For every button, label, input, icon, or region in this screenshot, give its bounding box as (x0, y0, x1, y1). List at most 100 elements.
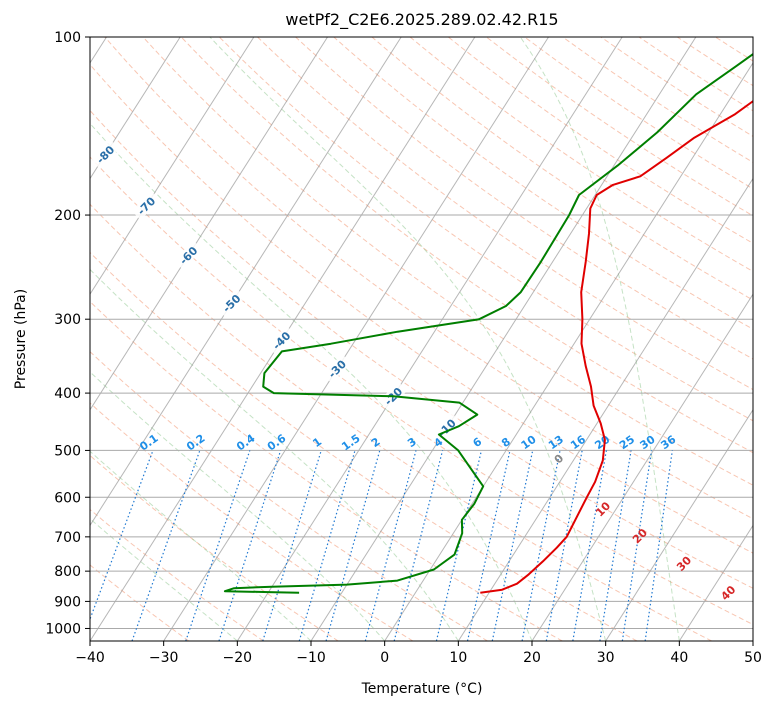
dry-adiabat (90, 63, 753, 554)
dry-adiabat (409, 37, 753, 273)
moist-adiabat-label: 40 (718, 583, 738, 603)
mixing-ratio-line (521, 450, 561, 641)
mixing-ratio-line (393, 450, 444, 641)
dry-adiabat (90, 156, 753, 626)
mixing-ratio-label: 6 (471, 435, 485, 450)
dry-adiabat (638, 37, 753, 112)
isotherm (90, 37, 328, 411)
moist-adiabat (209, 37, 607, 641)
y-axis-label: Pressure (hPa) (13, 289, 29, 389)
isotherm (531, 293, 753, 641)
mixing-ratio-line (364, 450, 417, 641)
mixing-ratio-label: 30 (638, 433, 658, 453)
dry-adiabat (295, 37, 753, 360)
dry-adiabat (218, 37, 753, 422)
mixing-ratio-line (644, 450, 673, 641)
y-tick-label: 600 (54, 490, 81, 506)
plot-frame (89, 36, 754, 642)
x-tick-label: −20 (223, 650, 253, 666)
dry-adiabat (754, 37, 775, 641)
y-tick-label: 1000 (45, 621, 81, 637)
isotherm (236, 37, 623, 641)
y-tick-label: 900 (54, 594, 81, 610)
y-tick-label: 200 (54, 208, 81, 224)
mixing-ratio-label: 2 (369, 435, 383, 450)
mixing-ratio-line (621, 450, 653, 641)
y-tick-label: 100 (54, 30, 81, 46)
moist-adiabat (519, 37, 680, 641)
dry-adiabat (90, 251, 638, 641)
mixing-ratio-line (491, 450, 534, 641)
x-tick-label: 40 (670, 650, 688, 666)
moist-adiabat (90, 450, 312, 641)
mixing-ratio-line (218, 450, 282, 641)
moist-adiabat (90, 518, 238, 641)
isotherm-label-bg (90, 139, 120, 169)
isotherm (457, 177, 753, 641)
isotherm (752, 640, 753, 641)
dry-adiabat (486, 37, 753, 217)
dry-adiabat (90, 203, 712, 641)
y-tick-label: 800 (54, 564, 81, 580)
line-labels: 0.1 0.2 0.4 0.6 1 1.5 2 3 4 6 8 10 13 16 20 25 30 36-100-… (8, 37, 739, 603)
dry-adiabat (371, 37, 753, 301)
dry-adiabat (676, 37, 753, 87)
isotherm-label-bg (216, 288, 246, 318)
x-tick-label: 0 (380, 650, 389, 666)
isotherm-label-bg (8, 37, 37, 66)
isotherm-label-bg (322, 354, 352, 384)
isotherm-label: -100 (9, 38, 38, 67)
x-tick-label: −30 (149, 650, 179, 666)
dry-adiabat (90, 300, 563, 641)
isotherm-label-bg (131, 191, 161, 221)
x-tick-label: −10 (296, 650, 326, 666)
mixing-ratio-line (298, 450, 356, 641)
background-lines (90, 37, 775, 641)
mixing-ratio-line (435, 450, 483, 641)
moist-adiabat-label: 10 (593, 499, 613, 519)
moist-adiabat-label: 20 (630, 526, 650, 546)
dry-adiabat (562, 37, 753, 163)
y-tick-label: 700 (54, 530, 81, 546)
isotherm-label-bg (266, 325, 296, 355)
mixing-ratio-line (262, 450, 322, 641)
isotherm (90, 37, 255, 296)
x-tick-label: −40 (75, 650, 105, 666)
chart-title: wetPf2_C2E6.2025.289.02.42.R15 (285, 10, 558, 30)
dewpoint-line (223, 52, 753, 594)
isotherm (384, 62, 753, 641)
dry-adiabat (104, 37, 753, 520)
dry-adiabat (90, 351, 488, 641)
mixing-ratio-label: 16 (568, 433, 588, 453)
mixing-ratio-line (325, 450, 381, 641)
y-axis: 1000 900 800 700 600 500 400 300 200 100 (45, 30, 90, 637)
isotherm (310, 37, 697, 641)
mixing-ratio-line (572, 450, 607, 641)
dry-adiabat (90, 454, 339, 641)
isotherm (90, 37, 181, 180)
x-tick-label: 20 (523, 650, 541, 666)
mixing-ratio-label: 36 (658, 433, 678, 453)
temperature-line (480, 99, 753, 594)
mixing-ratio-label: 20 (592, 433, 612, 453)
mixing-ratio-line (131, 450, 201, 641)
isotherm (605, 408, 753, 641)
mixing-ratio-line (599, 450, 632, 641)
isotherm (678, 524, 753, 641)
x-tick-label: 10 (449, 650, 467, 666)
mixing-ratio-line (545, 450, 583, 641)
mixing-ratio-label: 10 (519, 433, 539, 453)
isotherm-label-bg (51, 86, 80, 115)
isotherm-label: -90 (55, 89, 78, 112)
x-axis: −40 −30 −20 −10 0 10 20 30 40 50 (75, 641, 762, 666)
y-tick-label: 300 (54, 312, 81, 328)
x-tick-label: 30 (597, 650, 615, 666)
moist-adiabat-label: 0 (552, 451, 567, 466)
moist-adiabat (90, 371, 386, 641)
mixing-ratio-label: 13 (546, 433, 566, 452)
mixing-ratio-line (466, 450, 511, 641)
isotherm-label-bg (173, 240, 203, 270)
isotherm (90, 37, 402, 527)
x-tick-label: 50 (744, 650, 762, 666)
